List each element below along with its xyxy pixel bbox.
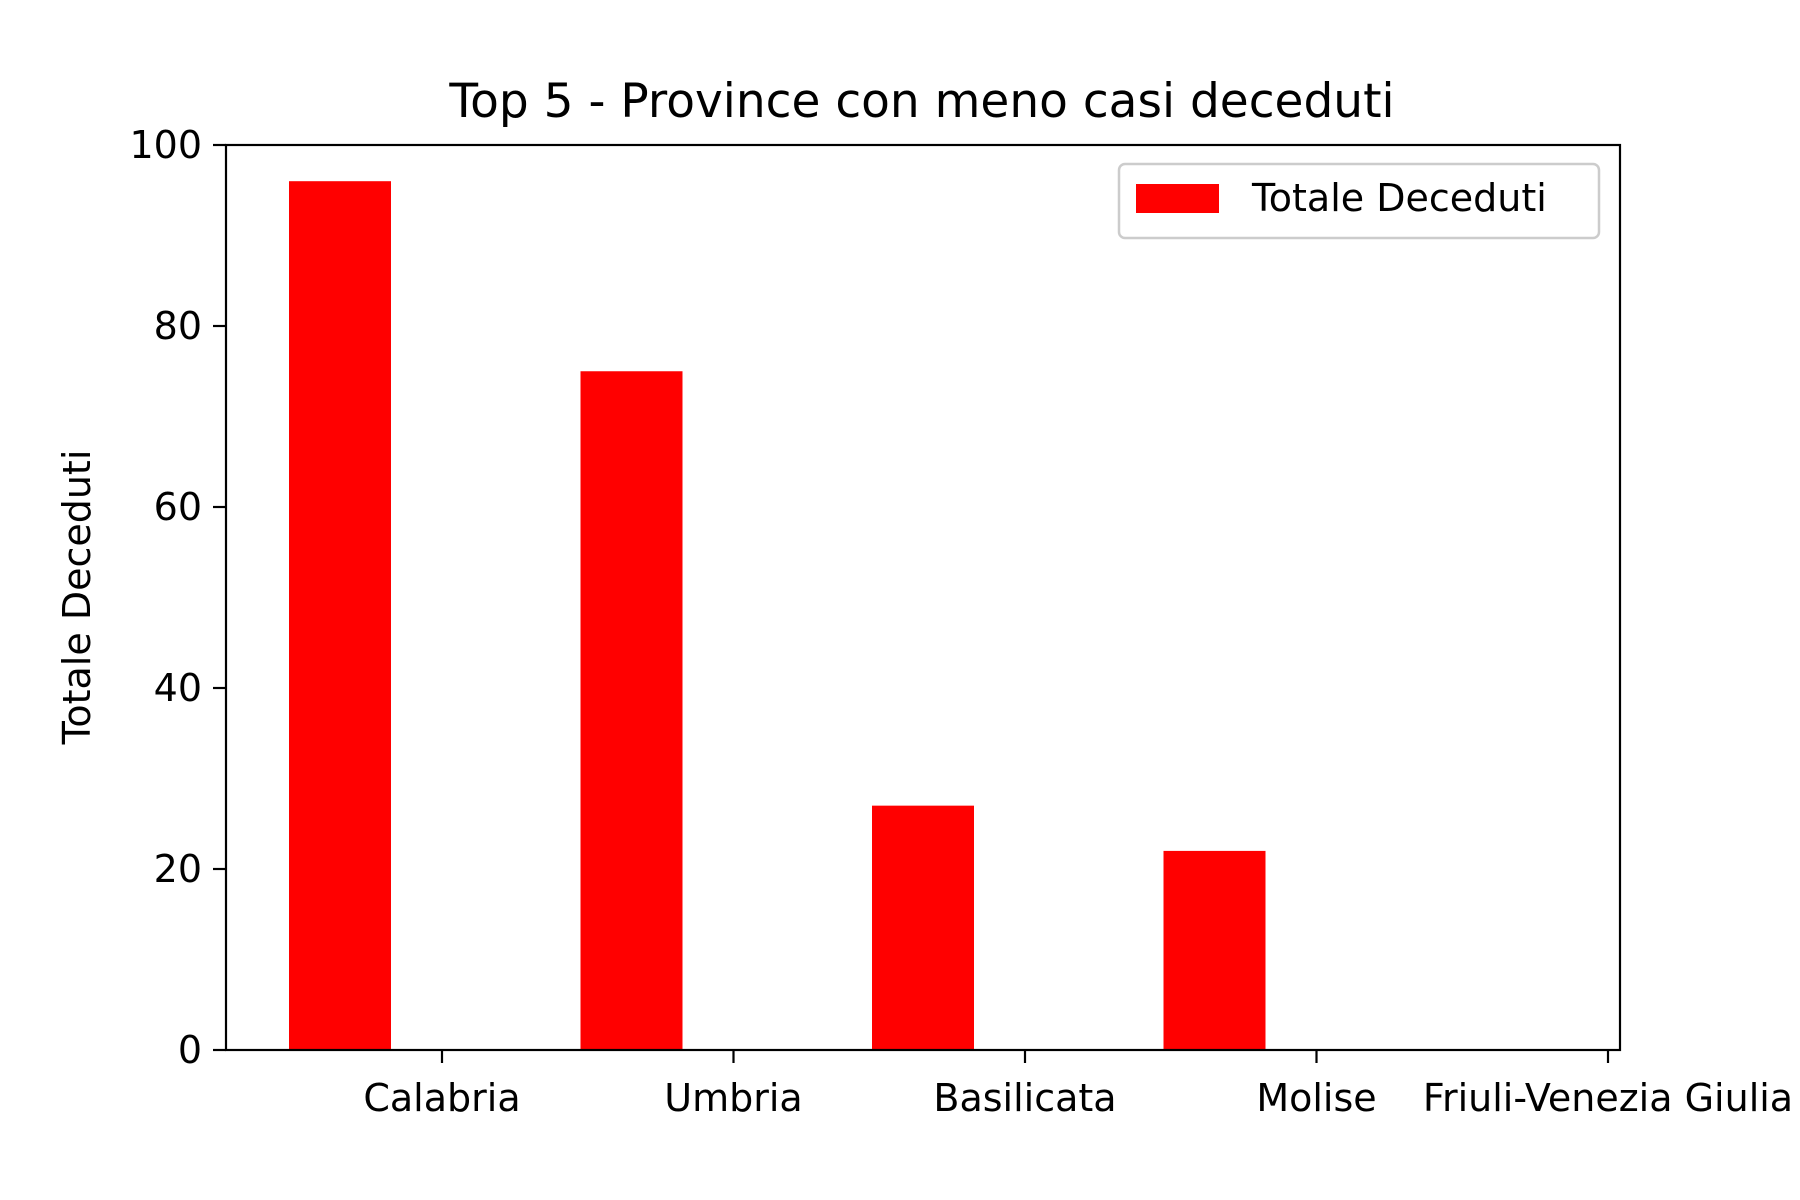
y-tick-label-100: 100 <box>129 123 202 167</box>
x-tick-label-umbria: Umbria <box>664 1076 802 1120</box>
y-tick-label-40: 40 <box>154 666 202 710</box>
bars-layer <box>289 181 1266 1050</box>
legend-box <box>1117 162 1601 240</box>
axes-layer <box>224 143 1622 1052</box>
legend: Totale Deceduti <box>1117 162 1601 240</box>
plot-frame <box>224 143 1622 1052</box>
legend-label: Totale Deceduti <box>1251 176 1547 220</box>
bar-basilicata <box>872 805 974 1050</box>
y-tick-label-60: 60 <box>154 485 202 529</box>
ticks-layer: 0 20 40 60 80 100 Calabria Umbria Basilicata Moli… <box>129 123 1793 1120</box>
x-tick-label-molise: Molise <box>1256 1076 1376 1120</box>
legend-swatch <box>1136 184 1219 213</box>
bar-umbria <box>580 371 683 1050</box>
chart-title: Top 5 - Province con meno casi deceduti <box>448 74 1394 129</box>
y-axis-label: Totale Deceduti <box>55 450 99 746</box>
bar-calabria <box>289 181 391 1050</box>
y-tick-label-80: 80 <box>154 304 202 348</box>
bar-molise <box>1163 850 1266 1050</box>
y-tick-label-20: 20 <box>154 847 202 891</box>
x-tick-label-calabria: Calabria <box>363 1076 520 1120</box>
x-tick-label-friuli-venezia-giulia: Friuli-Venezia Giulia <box>1423 1076 1793 1120</box>
y-tick-label-0: 0 <box>178 1028 202 1072</box>
x-tick-label-basilicata: Basilicata <box>933 1076 1116 1120</box>
